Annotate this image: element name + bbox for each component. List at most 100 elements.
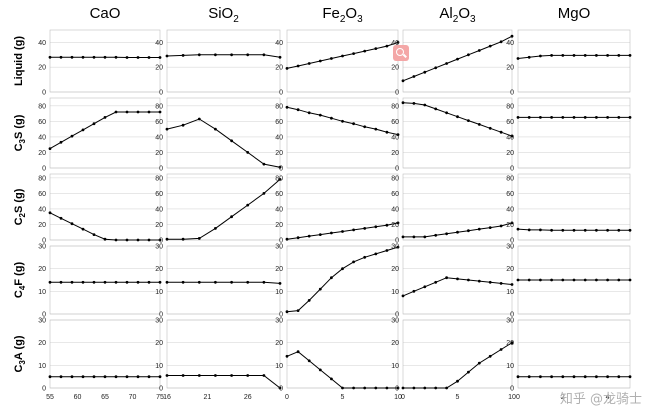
data-point: [445, 62, 448, 65]
panel-frame: [402, 29, 513, 93]
x-tick-label: 2: [561, 394, 565, 401]
x-tick-label: 0: [285, 394, 289, 401]
data-point: [330, 377, 333, 381]
x-tick-label: 10: [508, 394, 516, 401]
panel-r0-c2: 0 20 40: [275, 29, 400, 97]
data-point: [136, 280, 140, 284]
data-point: [214, 280, 217, 284]
data-point: [396, 41, 400, 44]
panel-frame: [517, 173, 631, 241]
column-title: SiO2: [208, 5, 239, 25]
y-tick-label: 20: [38, 222, 46, 229]
data-point: [445, 276, 448, 280]
data-point: [230, 374, 234, 377]
y-tick-label: 30: [155, 318, 163, 325]
data-point: [318, 113, 322, 117]
data-point: [92, 280, 96, 284]
y-tick-label: 30: [391, 318, 399, 325]
data-point: [262, 162, 266, 166]
data-point: [595, 228, 598, 232]
data-point: [81, 227, 85, 231]
data-point: [539, 116, 542, 119]
y-tick-label: 20: [275, 266, 283, 273]
data-point: [527, 375, 531, 379]
data-point: [318, 233, 322, 237]
data-point: [456, 115, 459, 119]
panel-frame: [286, 245, 399, 315]
data-point: [401, 235, 405, 239]
data-point: [103, 55, 107, 59]
panel-r2-c4: 0 20 40 60 80: [506, 173, 632, 245]
data-point: [434, 66, 438, 70]
data-point: [572, 116, 576, 119]
panel-frame: [166, 319, 281, 389]
data-point: [412, 386, 416, 390]
y-tick-label: 30: [275, 318, 283, 325]
y-tick-label: 20: [391, 266, 399, 273]
y-tick-label: 20: [38, 150, 46, 157]
data-point: [318, 368, 322, 372]
x-tick-label: 5: [341, 394, 345, 401]
data-point: [246, 374, 250, 377]
y-tick-label: 0: [42, 166, 46, 173]
panel-frame: [517, 97, 631, 169]
x-tick-label: 10: [394, 394, 402, 401]
panel-frame: [402, 97, 513, 169]
data-point: [606, 228, 609, 232]
y-tick-label: 0: [395, 238, 399, 245]
y-tick-label: 20: [275, 222, 283, 229]
data-point: [488, 126, 492, 130]
zoom-icon[interactable]: [393, 45, 409, 61]
y-tick-label: 10: [391, 363, 399, 370]
data-point: [147, 56, 151, 59]
panel-r0-c4: 0 20 40: [506, 29, 632, 97]
watermark: 知乎 @龙骑士: [559, 392, 642, 407]
data-point: [59, 55, 63, 59]
data-point: [572, 228, 576, 232]
data-point: [48, 55, 52, 59]
data-point: [59, 140, 63, 144]
data-point: [125, 375, 129, 379]
data-point: [488, 44, 492, 48]
data-point: [165, 127, 169, 131]
data-point: [550, 116, 553, 119]
data-point: [363, 227, 367, 230]
data-point: [296, 108, 300, 112]
data-point: [374, 252, 378, 256]
y-tick-label: 80: [155, 175, 163, 182]
panel-frame: [166, 173, 281, 241]
y-tick-label: 10: [38, 363, 46, 370]
data-point: [561, 278, 565, 282]
data-point: [296, 64, 300, 68]
data-point: [158, 56, 162, 59]
y-tick-label: 60: [391, 191, 399, 198]
y-tick-label: 20: [275, 150, 283, 157]
data-point: [572, 375, 576, 379]
column-title: MgO: [558, 5, 591, 22]
column-title: Fe2O3: [322, 5, 363, 25]
data-point: [477, 227, 481, 231]
data-point: [510, 283, 514, 286]
data-point: [147, 375, 151, 379]
y-tick-label: 0: [279, 238, 283, 245]
data-point: [341, 386, 344, 390]
y-tick-label: 0: [510, 312, 514, 319]
y-tick-label: 0: [395, 166, 399, 173]
y-tick-label: 60: [155, 191, 163, 198]
column-title: CaO: [90, 5, 121, 22]
data-point: [197, 280, 201, 284]
y-tick-label: 60: [275, 119, 283, 126]
data-point: [70, 134, 74, 138]
y-tick-label: 40: [506, 206, 514, 213]
y-tick-label: 20: [38, 65, 46, 72]
data-point: [307, 299, 311, 302]
data-point: [617, 116, 621, 119]
data-point: [278, 178, 282, 181]
x-tick-label: 16: [163, 394, 171, 401]
y-tick-label: 10: [506, 363, 514, 370]
data-point: [385, 386, 389, 390]
data-point: [550, 278, 553, 282]
